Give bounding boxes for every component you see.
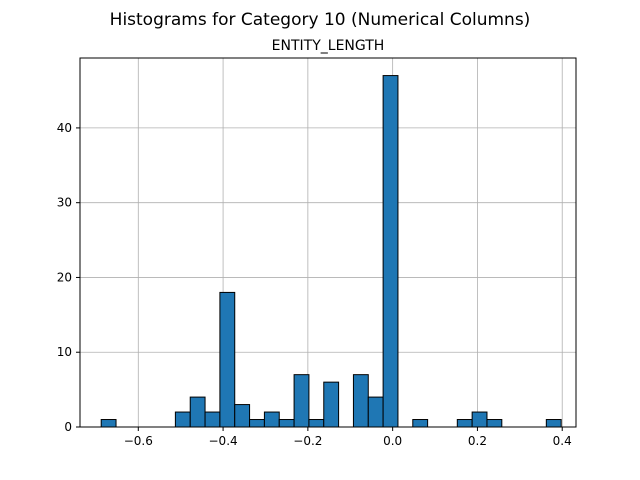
histogram-bar: [412, 419, 429, 428]
histogram-bar: [382, 75, 399, 428]
x-tick-label: −0.4: [209, 434, 238, 448]
histogram-bar: [100, 419, 117, 428]
histogram-bar: [293, 374, 310, 428]
histogram-bar: [308, 419, 325, 428]
x-tick-label: 0.4: [553, 434, 572, 448]
plot-frame: [79, 57, 577, 428]
histogram-bar: [545, 419, 562, 428]
figure-suptitle: Histograms for Category 10 (Numerical Co…: [110, 10, 531, 30]
axes-title: ENTITY_LENGTH: [272, 38, 385, 54]
histogram-bar: [471, 411, 488, 428]
y-tick-label: 0: [64, 420, 72, 434]
histogram-bar: [263, 411, 280, 428]
x-tick-label: 0.2: [468, 434, 487, 448]
y-tick-label: 40: [57, 121, 72, 135]
y-axis: 0 10 20 30 40: [57, 121, 80, 434]
histogram-bar: [234, 404, 251, 428]
histogram-bar: [323, 381, 340, 428]
histogram-bar: [204, 411, 221, 428]
histogram-bar: [352, 374, 369, 428]
histogram-bar: [219, 291, 236, 428]
histogram-bar: [278, 419, 295, 428]
x-tick-label: −0.2: [293, 434, 322, 448]
histogram-bar: [189, 396, 206, 428]
histogram-bar: [486, 419, 503, 428]
histogram-bar: [367, 396, 384, 428]
x-tick-label: 0.0: [383, 434, 402, 448]
histogram-bar: [249, 419, 265, 428]
y-tick-label: 20: [57, 270, 72, 284]
histogram-bar: [174, 411, 191, 428]
y-tick-label: 30: [57, 196, 72, 210]
y-tick-label: 10: [57, 345, 72, 359]
x-tick-label: −0.6: [124, 434, 153, 448]
histogram-bar: [456, 419, 473, 428]
x-axis: −0.6 −0.4 −0.2 0.0 0.2 0.4: [124, 427, 572, 448]
